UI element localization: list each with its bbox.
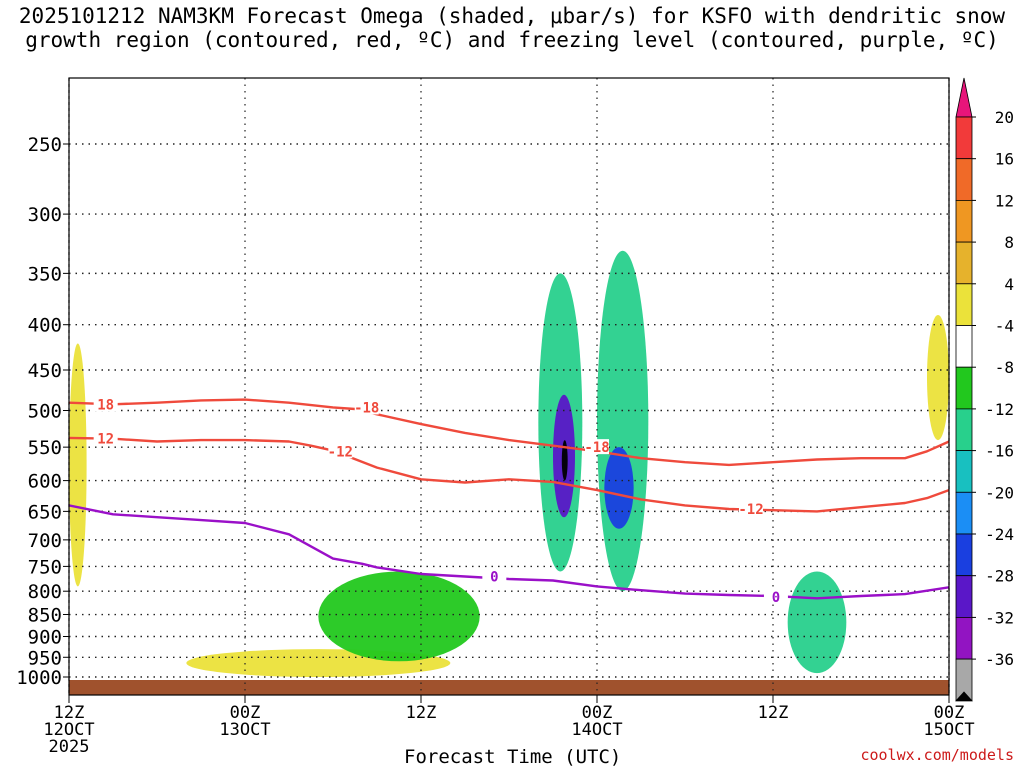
- colorbar-swatch-4: [955, 241, 973, 285]
- contour-layer: [69, 398, 949, 600]
- x-tick-label-5-0: 00Z: [934, 703, 965, 723]
- x-tick-label-2-0: 12Z: [406, 703, 437, 723]
- contour-label-bg-1: [354, 399, 379, 415]
- colorbar-swatch-11: [955, 533, 973, 577]
- colorbar-swatch-7: [955, 366, 973, 410]
- omega-colorbar: 20 16 12 8 4 -4 -8 -12 -16 -20 -24 -28 -32 -36: [955, 77, 1014, 702]
- colorbar-label-5: -4: [995, 317, 1014, 336]
- omega-shading-layer: [69, 250, 949, 677]
- colorbar-swatch-1: [955, 116, 973, 160]
- colorbar-label-7: -12: [985, 400, 1014, 419]
- colorbar-label-9: -20: [985, 483, 1014, 502]
- contour-label-bg-0: [93, 396, 118, 412]
- contour-line-1: [69, 436, 949, 513]
- x-tick-label-4-0: 12Z: [758, 703, 789, 723]
- colorbar-swatch-8: [955, 408, 973, 451]
- contour-label-bg-6: [482, 568, 507, 584]
- chart-title: 2025101212 NAM3KM Forecast Omega (shaded…: [0, 4, 1024, 52]
- contour-label-6: 0: [490, 570, 498, 586]
- colorbar-swatch-9: [955, 450, 973, 493]
- omega-region-7: [604, 447, 634, 529]
- x-tick-label-1-1: 13OCT: [219, 720, 270, 740]
- contour-label-1: -18: [354, 400, 379, 416]
- colorbar-label-11: -28: [985, 567, 1014, 586]
- x-tick-label-0-0: 12Z: [54, 703, 85, 723]
- contour-label-bg-2: [585, 439, 609, 455]
- contour-label-3: 12: [97, 432, 114, 448]
- contour-line-0: [69, 398, 949, 467]
- contour-label-5: -12: [738, 502, 763, 518]
- y-tick-label-650: 650: [28, 501, 62, 523]
- contour-label-bg-4: [328, 443, 353, 459]
- y-tick-label-850: 850: [28, 605, 62, 627]
- y-tick-label-350: 350: [28, 263, 62, 285]
- colorbar-swatch-6: [955, 325, 973, 368]
- x-tick-label-0-1: 12OCT: [43, 720, 94, 740]
- y-tick-label-250: 250: [28, 134, 62, 156]
- x-axis-title: Forecast Time (UTC): [404, 746, 622, 768]
- colorbar-top-arrow: [955, 77, 973, 118]
- contour-label-layer: 18 -18 -18 12 -12 -12 0 0: [93, 396, 788, 606]
- y-tick-label-600: 600: [28, 471, 62, 493]
- colorbar-label-10: -24: [985, 525, 1014, 544]
- x-tick-label-1-0: 00Z: [230, 703, 261, 723]
- omega-region-2: [318, 571, 480, 662]
- chart-title-line-2: growth region (contoured, red, ºC) and f…: [25, 28, 999, 52]
- y-tick-label-800: 800: [28, 581, 62, 603]
- contour-label-bg-5: [739, 501, 763, 516]
- contour-label-7: 0: [772, 590, 780, 606]
- colorbar-label-6: -8: [995, 358, 1014, 377]
- colorbar-swatch-12: [955, 575, 973, 618]
- colorbar-label-2: 12: [995, 191, 1014, 210]
- y-tick-label-750: 750: [28, 556, 62, 578]
- colorbar-swatch-13: [955, 617, 973, 660]
- omega-region-5: [561, 440, 568, 481]
- contour-label-4: -12: [328, 444, 353, 460]
- chart-title-line-1: 2025101212 NAM3KM Forecast Omega (shaded…: [18, 4, 1006, 28]
- contour-label-bg-7: [763, 588, 788, 604]
- y-tick-label-550: 550: [28, 437, 62, 459]
- plot-frame: [68, 77, 950, 696]
- omega-region-9: [927, 314, 949, 441]
- omega-region-1: [69, 343, 87, 587]
- colorbar-label-8: -16: [985, 442, 1014, 461]
- y-tick-label-300: 300: [28, 204, 62, 226]
- contour-label-bg-3: [93, 430, 118, 446]
- y-tick-label-400: 400: [28, 315, 62, 337]
- colorbar-label-1: 16: [995, 150, 1014, 169]
- colorbar-swatch-3: [955, 199, 973, 243]
- colorbar-label-4: 4: [1004, 275, 1014, 294]
- terrain-layer: [69, 680, 949, 695]
- y-tick-label-900: 900: [28, 626, 62, 648]
- credit-text: coolwx.com/models: [860, 746, 1014, 764]
- y-tick-label-950: 950: [28, 647, 62, 669]
- colorbar-swatch-5: [955, 283, 973, 326]
- colorbar-bottom-arrow: [955, 691, 973, 702]
- colorbar-swatch-2: [955, 158, 973, 201]
- contour-label-2: -18: [584, 440, 609, 456]
- colorbar-swatch-10: [955, 491, 973, 535]
- terrain-fill: [69, 680, 949, 695]
- y-axis: 2503003504004505005506006507007508008509…: [16, 134, 69, 689]
- colorbar-label-3: 8: [1004, 233, 1014, 252]
- x-tick-label-3-0: 00Z: [582, 703, 613, 723]
- y-tick-label-700: 700: [28, 530, 62, 552]
- y-tick-label-1000: 1000: [16, 667, 62, 689]
- y-tick-label-450: 450: [28, 360, 62, 382]
- x-tick-label-0-2: 2025: [49, 737, 90, 757]
- colorbar-label-12: -32: [985, 608, 1014, 627]
- x-tick-label-3-1: 14OCT: [571, 720, 622, 740]
- colorbar-label-0: 20: [995, 108, 1014, 127]
- colorbar-label-13: -36: [985, 650, 1014, 669]
- contour-label-0: 18: [97, 397, 114, 413]
- x-tick-label-5-1: 15OCT: [923, 720, 974, 740]
- y-tick-label-500: 500: [28, 401, 62, 423]
